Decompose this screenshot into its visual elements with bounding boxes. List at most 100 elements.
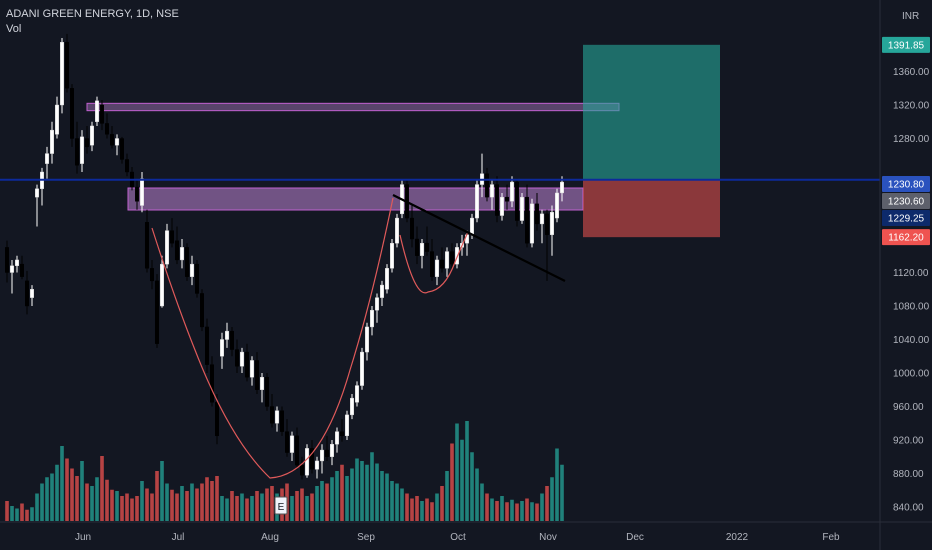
- candle-body: [440, 259, 445, 269]
- price-tag: 1162.20: [882, 229, 930, 246]
- currency-label: INR: [902, 11, 919, 22]
- candle-body: [60, 41, 65, 106]
- volume-bar: [55, 464, 59, 521]
- candle-body: [229, 330, 234, 350]
- candle-body: [244, 351, 249, 378]
- volume-bar: [500, 496, 504, 521]
- volume-bar: [310, 493, 314, 521]
- candle-body: [310, 448, 315, 470]
- y-tick-label: 880.00: [893, 469, 924, 480]
- volume-bar: [130, 498, 134, 521]
- volume-bar: [560, 464, 564, 521]
- volume-bar: [475, 468, 479, 521]
- y-tick-label: 1000.00: [893, 369, 930, 380]
- price-tag-bg: [882, 176, 930, 192]
- candle-body: [355, 385, 360, 403]
- volume-bar: [365, 464, 369, 521]
- candle-body: [495, 184, 500, 216]
- candle-body: [164, 230, 169, 265]
- candle-body: [370, 309, 375, 328]
- price-axis-panel[interactable]: [880, 0, 932, 550]
- price-tag-bg: [882, 229, 930, 246]
- x-tick-label: Feb: [822, 532, 840, 543]
- x-tick-label: Jul: [172, 532, 185, 543]
- candle-body: [199, 293, 204, 328]
- candle-body: [340, 431, 345, 437]
- candle-body: [99, 104, 104, 124]
- volume-bar: [70, 468, 74, 521]
- volume-bar: [180, 486, 184, 521]
- candle-body: [219, 339, 224, 357]
- volume-bar: [15, 508, 19, 521]
- candle-body: [30, 289, 35, 298]
- candle-body: [79, 136, 84, 164]
- candle-body: [69, 88, 74, 139]
- candle-body: [119, 138, 124, 160]
- price-tag-label: 1162.20: [888, 233, 924, 244]
- volume-bar: [465, 421, 469, 521]
- candle-body: [435, 259, 440, 277]
- candle-body: [270, 406, 275, 424]
- candle-body: [209, 364, 214, 403]
- price-tag: 1230.80: [882, 176, 930, 192]
- candle-body: [500, 196, 505, 216]
- volume-bar: [165, 483, 169, 521]
- volume-bar: [505, 502, 509, 521]
- volume-bar: [290, 496, 294, 521]
- candle-body: [189, 263, 194, 277]
- candle-body: [515, 181, 520, 221]
- volume-bar: [215, 476, 219, 521]
- volume-bar: [385, 473, 389, 521]
- price-tag-bg: [882, 210, 930, 226]
- x-tick-label: Dec: [626, 532, 644, 543]
- volume-bar: [235, 496, 239, 521]
- volume-bar: [140, 481, 144, 521]
- volume-bar: [410, 498, 414, 521]
- symbol-title[interactable]: ADANI GREEN ENERGY, 1D, NSE: [6, 8, 179, 20]
- candle-body: [380, 284, 385, 298]
- candle-body: [430, 251, 435, 277]
- candle-body: [104, 123, 109, 135]
- volume-bar: [520, 501, 524, 521]
- candle-body: [114, 138, 119, 146]
- volume-bar: [260, 493, 264, 521]
- y-tick-label: 1360.00: [893, 67, 930, 78]
- volume-indicator-label[interactable]: Vol: [6, 23, 22, 35]
- volume-bar: [95, 477, 99, 521]
- volume-bar: [20, 503, 24, 521]
- volume-bar: [115, 491, 119, 521]
- candle-body: [64, 41, 69, 89]
- candle-body: [4, 247, 9, 273]
- candle-body: [89, 125, 94, 146]
- candle-body: [265, 376, 270, 407]
- volume-bar: [325, 483, 329, 521]
- candle-body: [139, 178, 144, 206]
- candle-body: [280, 410, 285, 432]
- volume-bar: [175, 493, 179, 521]
- candle-body: [35, 188, 40, 198]
- price-tag-label: 1229.25: [888, 214, 925, 225]
- volume-bar: [190, 483, 194, 521]
- volume-bar: [400, 488, 404, 521]
- volume-bar: [240, 493, 244, 521]
- candle-body: [325, 449, 330, 457]
- volume-bar: [525, 498, 529, 521]
- volume-bar: [80, 461, 84, 521]
- volume-bar: [250, 496, 254, 521]
- x-tick-label: 2022: [726, 532, 749, 543]
- candle-body: [74, 138, 79, 166]
- candle-body: [535, 203, 540, 225]
- candle-body: [109, 134, 114, 146]
- candle-body: [174, 240, 179, 261]
- candle-body: [425, 242, 430, 252]
- earnings-marker-box: [274, 496, 288, 515]
- volume-bars: [5, 421, 564, 521]
- x-tick-label: Sep: [357, 532, 375, 543]
- volume-bar: [430, 502, 434, 521]
- candle-body: [285, 431, 290, 453]
- volume-bar: [160, 461, 164, 521]
- candle-body: [485, 173, 490, 198]
- x-tick-label: Oct: [450, 532, 466, 543]
- volume-bar: [380, 471, 384, 521]
